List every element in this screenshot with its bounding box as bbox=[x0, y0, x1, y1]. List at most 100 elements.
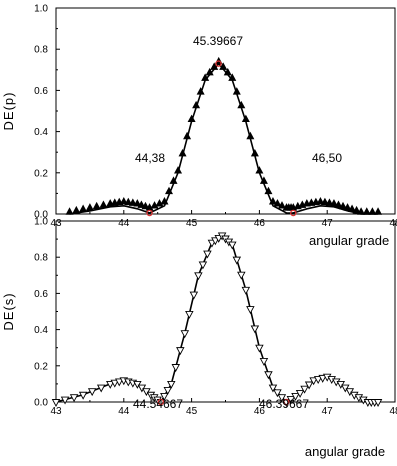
data-point-marker bbox=[334, 200, 343, 208]
data-point-marker bbox=[201, 73, 210, 81]
data-point-marker bbox=[92, 201, 101, 210]
data-point-marker bbox=[210, 62, 219, 70]
data-point-marker bbox=[150, 201, 159, 209]
data-point-marker bbox=[167, 380, 176, 389]
data-point-marker bbox=[160, 393, 169, 401]
data-point-marker bbox=[185, 310, 194, 319]
data-point-marker bbox=[192, 100, 201, 109]
data-point-marker bbox=[128, 198, 137, 206]
bottom-chart: 43 44 45 46 47 48 0.0 0.2 0.4 0.6 0.8 1.0 DE(s) angul… bbox=[1, 217, 397, 460]
data-point-marker bbox=[339, 201, 348, 210]
data-point-marker bbox=[110, 379, 120, 388]
data-point-marker bbox=[105, 380, 115, 389]
data-point-marker bbox=[178, 148, 187, 157]
data-point-marker bbox=[69, 394, 79, 403]
data-point-marker bbox=[325, 198, 334, 206]
y-tick-label: 0.8 bbox=[34, 253, 48, 264]
data-point-marker bbox=[203, 250, 212, 259]
data-point-marker bbox=[223, 67, 232, 76]
data-point-marker bbox=[264, 186, 273, 195]
data-point-marker bbox=[277, 394, 287, 403]
data-point-marker bbox=[255, 166, 264, 174]
y-tick-label: 0.2 bbox=[34, 361, 48, 372]
y-tick-label: 0.0 bbox=[34, 398, 48, 409]
data-point-marker bbox=[329, 199, 338, 207]
x-tick-label: 45 bbox=[186, 406, 198, 417]
data-point-marker bbox=[357, 207, 366, 215]
data-point-marker bbox=[115, 378, 124, 387]
data-point-marker bbox=[259, 358, 269, 366]
data-point-marker bbox=[78, 391, 88, 400]
x-tick-label: 46 bbox=[254, 406, 266, 417]
data-point-marker bbox=[352, 205, 361, 214]
x-tick-label: 48 bbox=[389, 218, 397, 229]
data-point-marker bbox=[65, 207, 74, 215]
data-point-marker bbox=[237, 100, 246, 109]
data-point-marker bbox=[60, 396, 70, 405]
data-point-marker bbox=[304, 381, 314, 390]
data-point-marker bbox=[250, 148, 259, 157]
x-tick-label: 47 bbox=[322, 406, 334, 417]
data-point-marker bbox=[246, 306, 255, 315]
data-point-marker bbox=[141, 201, 150, 210]
data-point-marker bbox=[255, 344, 264, 353]
y-tick-label: 0.6 bbox=[34, 289, 48, 300]
data-point-marker bbox=[194, 272, 203, 281]
data-point-marker bbox=[277, 201, 287, 209]
data-point-marker bbox=[362, 207, 371, 215]
y-tick-label: 1.0 bbox=[34, 217, 48, 228]
data-point-marker bbox=[320, 197, 329, 206]
data-point-marker bbox=[171, 364, 181, 372]
data-point-marker bbox=[374, 207, 383, 215]
top-chart: 4344454647480.00.20.40.60.81.0DE(p)45.39… bbox=[1, 4, 397, 230]
data-point-marker bbox=[368, 207, 377, 215]
data-point-marker bbox=[228, 73, 237, 81]
x-tick-label: 44 bbox=[118, 218, 130, 229]
data-point-marker bbox=[241, 114, 250, 123]
point-annotation: 44,38 bbox=[135, 151, 165, 165]
data-point-marker bbox=[85, 203, 94, 211]
overlay-axis-title: angular grade bbox=[309, 233, 389, 248]
data-point-marker bbox=[174, 166, 183, 174]
data-point-marker bbox=[124, 197, 133, 206]
data-point-marker bbox=[343, 203, 352, 211]
data-point-marker bbox=[268, 384, 278, 393]
data-point-marker bbox=[72, 205, 81, 214]
y-tick-label: 0.4 bbox=[34, 325, 48, 336]
highlight-marker bbox=[146, 209, 153, 217]
y-tick-label: 1.0 bbox=[34, 4, 48, 15]
data-point-marker bbox=[164, 186, 174, 195]
data-point-marker bbox=[268, 197, 277, 205]
data-point-marker bbox=[232, 87, 241, 95]
x-axis-title: angular grade bbox=[305, 444, 385, 459]
data-point-marker bbox=[180, 330, 190, 339]
data-point-marker bbox=[264, 371, 273, 380]
data-point-marker bbox=[119, 197, 128, 205]
data-point-marker bbox=[259, 176, 268, 184]
data-point-marker bbox=[237, 271, 246, 280]
data-point-marker bbox=[183, 131, 192, 140]
data-point-marker bbox=[99, 200, 108, 208]
data-point-marker bbox=[313, 376, 323, 385]
highlight-marker bbox=[290, 209, 297, 217]
y-axis-title: DE(s) bbox=[1, 292, 16, 330]
data-point-marker bbox=[133, 199, 142, 207]
plot-frame bbox=[55, 220, 396, 403]
point-annotation: 45.39667 bbox=[193, 34, 243, 48]
data-point-marker bbox=[246, 131, 255, 140]
data-point-marker bbox=[198, 261, 208, 270]
data-point-marker bbox=[309, 377, 318, 386]
highlight-marker bbox=[283, 398, 290, 406]
data-point-marker bbox=[241, 286, 251, 295]
data-point-marker bbox=[137, 200, 146, 208]
data-point-marker bbox=[273, 389, 282, 398]
y-tick-label: 0.6 bbox=[34, 86, 48, 97]
data-point-marker bbox=[318, 374, 327, 383]
data-point-marker bbox=[96, 384, 106, 393]
data-point-marker bbox=[196, 87, 205, 95]
data-point-marker bbox=[87, 388, 97, 397]
data-point-marker bbox=[232, 256, 242, 265]
data-point-marker bbox=[286, 396, 296, 404]
data-point-marker bbox=[250, 325, 260, 334]
data-point-marker bbox=[205, 67, 214, 76]
